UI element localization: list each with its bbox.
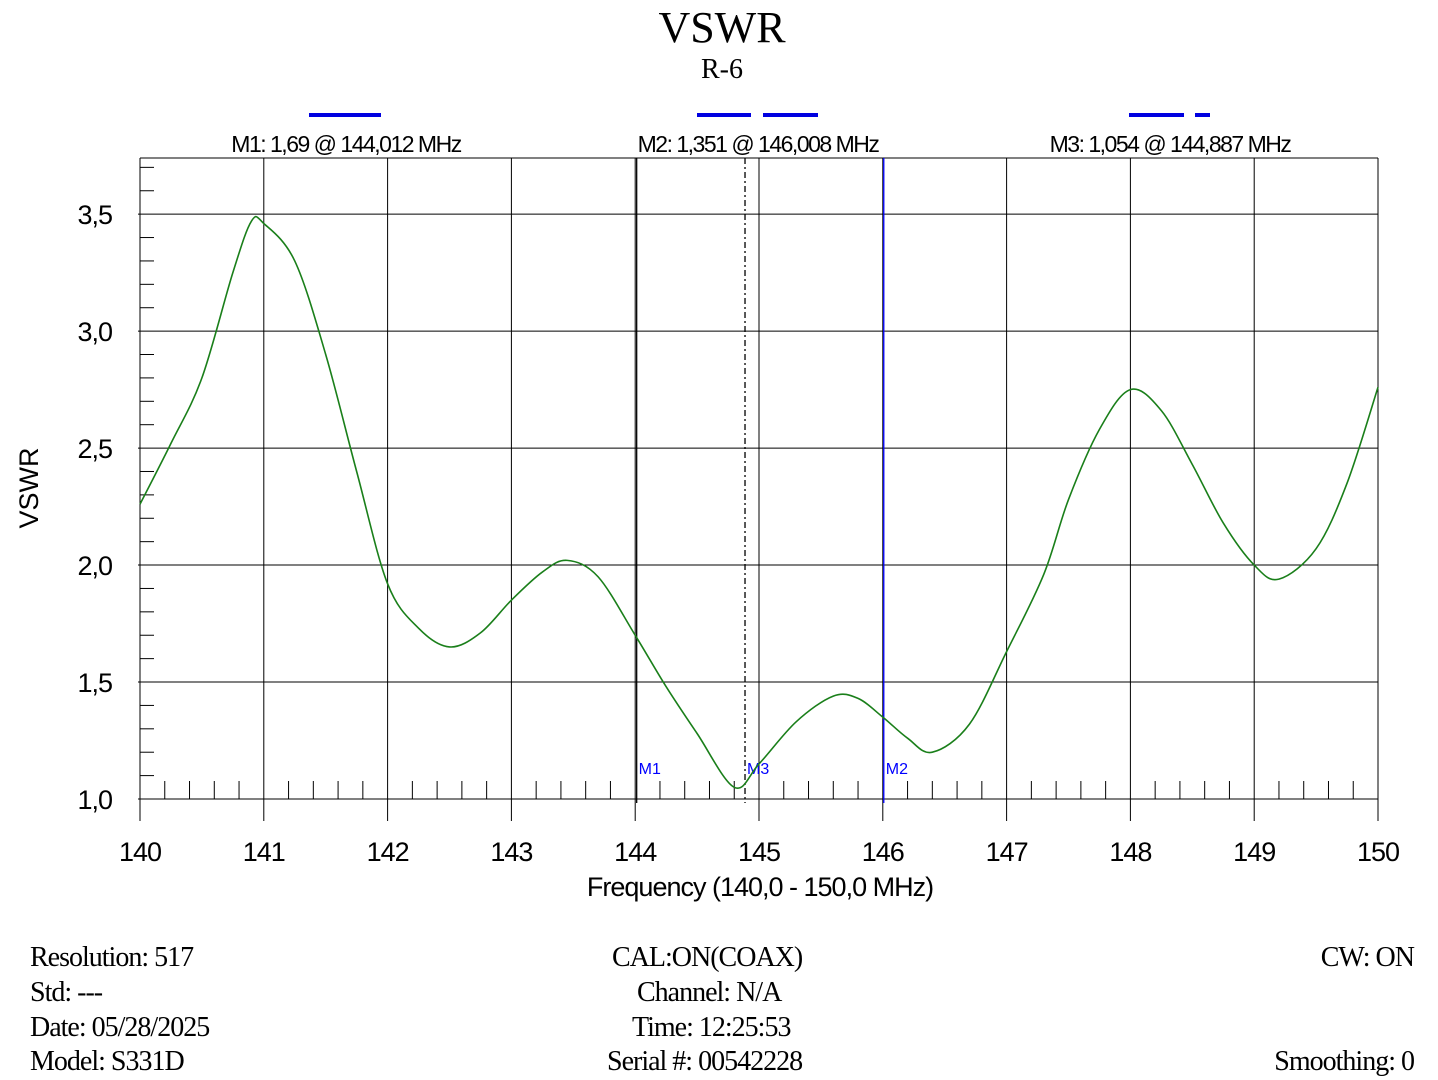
marker-indicator-bar [763,113,818,117]
y-axis-label: VSWR [14,448,44,529]
chart-subtitle: R-6 [701,54,743,85]
resolution-text: Resolution: 517 [30,942,194,973]
model-text: Model: S331D [30,1046,185,1077]
x-tick-label: 148 [1109,837,1151,867]
marker-indicator-bar [309,113,381,117]
x-axis-label: Frequency (140,0 - 150,0 MHz) [587,872,933,902]
marker-tag-m2: M2 [886,761,908,778]
chart-title: VSWR [658,3,786,52]
x-tick-label: 141 [243,837,285,867]
time-text: Time: 12:25:53 [632,1012,791,1043]
cw-text: CW: ON [1320,942,1415,973]
x-tick-label: 145 [738,837,780,867]
x-tick-label: 140 [119,837,161,867]
y-tick-label: 1,0 [77,785,112,815]
marker-indicator-bar [1129,113,1184,117]
channel-text: Channel: N/A [637,977,782,1008]
y-tick-label: 1,5 [77,668,112,698]
smoothing-text: Smoothing: 0 [1274,1046,1415,1077]
x-tick-label: 144 [614,837,657,867]
y-tick-label: 3,5 [77,200,112,230]
x-tick-label: 150 [1357,837,1399,867]
marker-readout-2: M2: 1,351 @ 146,008 MHz [638,131,880,157]
y-tick-label: 3,0 [77,317,112,347]
x-tick-label: 143 [490,837,532,867]
marker-readout-1: M1: 1,69 @ 144,012 MHz [231,131,461,157]
std-text: Std: --- [30,977,103,1008]
y-tick-label: 2,0 [77,551,112,581]
y-tick-label: 2,5 [77,434,112,464]
marker-indicator-bar [1195,113,1210,117]
cal-text: CAL:ON(COAX) [612,942,803,973]
marker-tag-m1: M1 [639,761,661,778]
serial-text: Serial #: 00542228 [607,1046,803,1077]
x-tick-label: 149 [1233,837,1275,867]
marker-readout-3: M3: 1,054 @ 144,887 MHz [1050,131,1292,157]
date-text: Date: 05/28/2025 [30,1012,210,1043]
vswr-series-line [139,215,1379,789]
marker-indicator-bar [697,113,751,117]
x-tick-label: 146 [862,837,904,867]
x-tick-label: 147 [986,837,1028,867]
x-tick-label: 142 [367,837,409,867]
